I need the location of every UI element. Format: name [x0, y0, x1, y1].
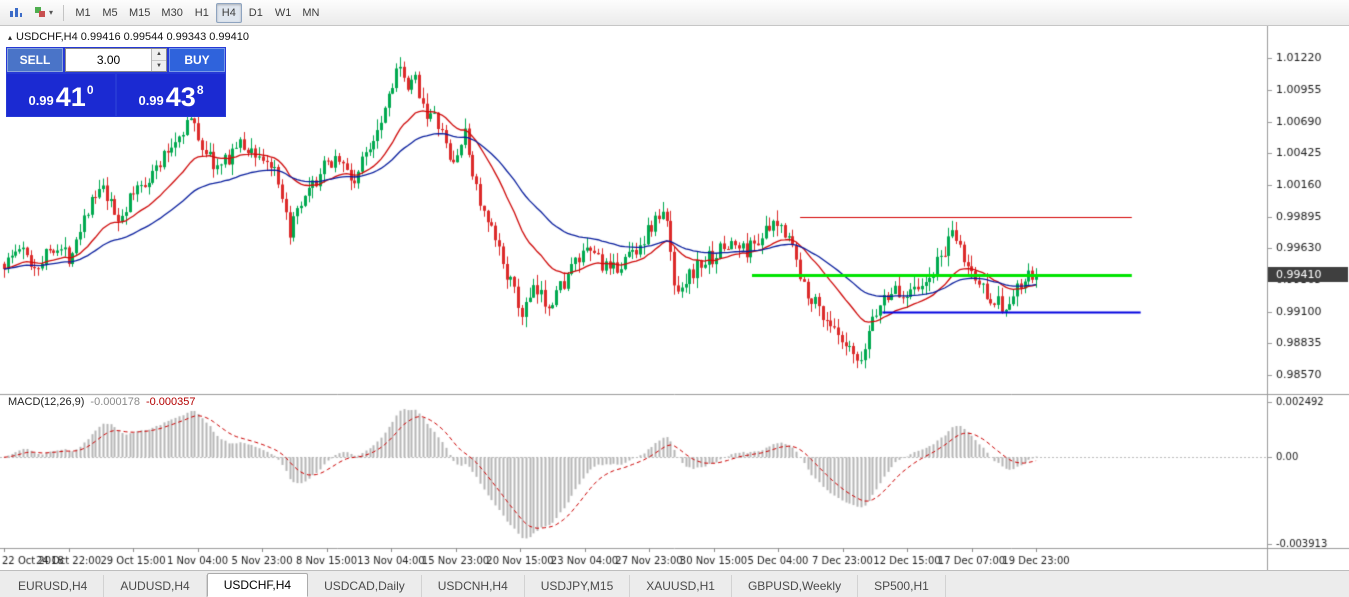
sell-price-prefix: 0.99 — [28, 93, 54, 108]
chart-tab-sp500-h1[interactable]: SP500,H1 — [858, 575, 946, 597]
macd-name: MACD(12,26,9) — [8, 396, 85, 408]
chart-tab-eurusd-h4[interactable]: EURUSD,H4 — [2, 575, 105, 597]
timeframe-button-M1[interactable]: M1 — [75, 6, 91, 19]
buy-price-prefix: 0.99 — [138, 93, 164, 108]
trade-panel-controls: SELL 3.00 ▲ ▼ BUY — [7, 48, 225, 72]
timeframe-button-D1[interactable]: D1 — [248, 6, 263, 19]
macd-main-value: -0.000178 — [90, 396, 140, 408]
chart-tab-xauusd-h1[interactable]: XAUUSD,H1 — [630, 575, 732, 597]
lot-size-input[interactable]: 3.00 ▲ ▼ — [65, 48, 167, 72]
trade-panel-prices: 0.99 41 0 0.99 43 8 — [7, 74, 225, 116]
lot-spin-down-icon[interactable]: ▼ — [152, 60, 166, 71]
chart-tab-usdjpy-m15[interactable]: USDJPY,M15 — [525, 575, 631, 597]
chevron-down-icon: ▾ — [49, 8, 54, 17]
buy-price-box[interactable]: 0.99 43 8 — [117, 74, 225, 116]
macd-signal-value: -0.000357 — [145, 396, 196, 408]
sell-price-big: 41 — [55, 82, 86, 113]
chart-window-button[interactable] — [4, 3, 28, 23]
sell-price-sup: 0 — [86, 83, 94, 97]
bar-chart-icon — [10, 8, 22, 17]
timeframe-buttons: M1 M5 M15 M30 H1 H4 D1 W1 MN — [70, 2, 324, 23]
timeframe-button-H4[interactable]: H4 — [215, 2, 242, 23]
timeframe-button-M15[interactable]: M15 — [129, 6, 151, 19]
timeframe-button-W1[interactable]: W1 — [274, 6, 292, 19]
sell-button[interactable]: SELL — [7, 48, 63, 72]
timeframe-button-M5[interactable]: M5 — [102, 6, 118, 19]
chart-tab-usdcad-daily[interactable]: USDCAD,Daily — [308, 575, 422, 597]
lot-size-stepper: ▲ ▼ — [151, 49, 166, 71]
lot-size-value[interactable]: 3.00 — [96, 53, 121, 67]
collapse-triangle-icon: ▴ — [8, 32, 13, 42]
ohlc-text: USDCHF,H4 0.99416 0.99544 0.99343 0.9941… — [16, 31, 250, 43]
indicators-button[interactable]: ▾ — [30, 3, 57, 23]
chart-tab-gbpusd-weekly[interactable]: GBPUSD,Weekly — [732, 575, 859, 597]
timeframe-button-MN[interactable]: MN — [302, 6, 320, 19]
lot-spin-up-icon[interactable]: ▲ — [152, 49, 166, 61]
chart-tab-usdcnh-h4[interactable]: USDCNH,H4 — [422, 575, 525, 597]
buy-price-big: 43 — [165, 82, 196, 113]
top-toolbar: ▾ M1 M5 M15 M30 H1 H4 D1 W1 MN — [0, 0, 1349, 26]
chart-tab-usdchf-h4[interactable]: USDCHF,H4 — [206, 573, 309, 597]
toolbar-separator — [63, 4, 65, 21]
chart-tab-audusd-h4[interactable]: AUDUSD,H4 — [104, 575, 207, 597]
macd-indicator-label: MACD(12,26,9) -0.000178 -0.000357 — [8, 396, 196, 408]
sell-price-box[interactable]: 0.99 41 0 — [7, 74, 115, 116]
layers-icon — [35, 7, 45, 17]
chart-ohlc-header: ▴ USDCHF,H4 0.99416 0.99544 0.99343 0.99… — [8, 31, 249, 43]
timeframe-button-H1[interactable]: H1 — [194, 6, 209, 19]
one-click-trade-panel: SELL 3.00 ▲ ▼ BUY 0.99 41 0 0.99 43 8 — [6, 47, 226, 117]
timeframe-button-M30[interactable]: M30 — [161, 6, 183, 19]
buy-button[interactable]: BUY — [169, 48, 225, 72]
buy-price-sup: 8 — [196, 83, 204, 97]
chart-tab-bar: EURUSD,H4 AUDUSD,H4 USDCHF,H4 USDCAD,Daily U… — [0, 570, 1349, 597]
